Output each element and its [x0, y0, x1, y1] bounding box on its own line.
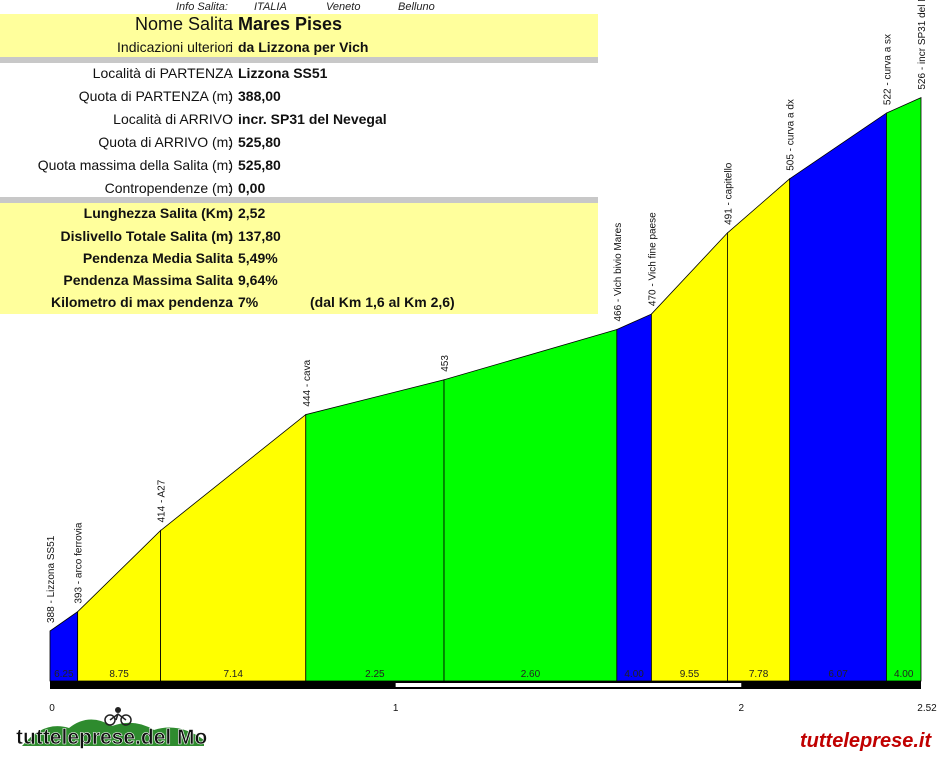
waypoint-label: 466 - Vich bivio Mares [613, 223, 624, 322]
segment-grade-label: 8.75 [109, 669, 129, 680]
waypoint-label: 414 - A27 [157, 479, 168, 522]
profile-segment [789, 112, 887, 682]
avg-grade-value: 5,49% [238, 250, 278, 266]
segment-grade-label: 6.25 [54, 669, 74, 680]
info-label: Info Salita: [176, 1, 228, 13]
waypoint-label: 505 - curva a dx [786, 99, 797, 171]
extra-label: Indicazioni ulteriori [117, 39, 233, 55]
row-start: Località di PARTENZA : Lizzona SS51 [92, 65, 328, 81]
counter-label: Contropendenze (m) [104, 180, 233, 196]
segment-grade-label: 9.55 [680, 669, 700, 680]
profile-segment [616, 313, 652, 682]
segment-grade-label: 4.00 [894, 669, 914, 680]
row-avg-grade: Pendenza Media Salita : 5,49% [0, 248, 598, 270]
row-end: Località di ARRIVO : incr. SP31 del Neve… [113, 111, 387, 127]
profile-segment [305, 379, 445, 682]
end-alt-label: Quota di ARRIVO (m) [98, 134, 233, 150]
row-length: Lunghezza Salita (Km) : 2,52 [0, 203, 598, 226]
waypoint-label: 522 - curva a sx [882, 34, 893, 105]
waypoint-label: 526 - incr SP31 del Nevegal [917, 0, 928, 90]
end-value: incr. SP31 del Nevegal [238, 111, 387, 127]
segment-grade-label: 7.14 [223, 669, 243, 680]
row-start-alt: Quota di PARTENZA (m) : 388,00 [78, 88, 281, 104]
row-name: Nome Salita : Mares Pises [0, 14, 598, 38]
row-max-alt: Quota massima della Salita (m) : 525,80 [37, 157, 281, 173]
max-km-note: (dal Km 1,6 al Km 2,6) [310, 294, 455, 310]
waypoint-label: 393 - arco ferrovia [74, 522, 85, 604]
segment-grade-label: 6.07 [828, 669, 848, 680]
tutteleprese-logo: tutteleprese.it [800, 730, 932, 752]
separator [0, 57, 598, 63]
x-tick-label: 0 [49, 703, 55, 714]
x-tick-label: 1 [393, 703, 399, 714]
row-counter: Contropendenze (m) : 0,00 [104, 180, 266, 196]
start-alt-value: 388,00 [238, 88, 281, 104]
avg-grade-label: Pendenza Media Salita [82, 250, 233, 266]
row-gain: Dislivello Totale Salita (m) : 137,80 [0, 226, 598, 248]
profile-segment [727, 177, 791, 682]
max-grade-value: 9,64% [238, 272, 278, 288]
start-value: Lizzona SS51 [238, 65, 328, 81]
length-label: Lunghezza Salita (Km) [83, 205, 233, 221]
gain-value: 137,80 [238, 228, 281, 244]
waypoint-label: 470 - Vich fine paese [647, 212, 658, 306]
row-max-grade: Pendenza Massima Salita : 9,64% [0, 270, 598, 292]
segment-grade-label: 2.25 [365, 669, 385, 680]
profile-segment [160, 413, 307, 682]
row-end-alt: Quota di ARRIVO (m) : 525,80 [98, 134, 281, 150]
separator [0, 197, 598, 203]
logo-left-text: tutteleprese.del Montello [16, 726, 209, 749]
start-alt-label: Quota di PARTENZA (m) [78, 88, 233, 104]
segment-grade-label: 7.78 [749, 669, 769, 680]
length-value: 2,52 [238, 205, 266, 221]
gain-label: Dislivello Totale Salita (m) [60, 228, 233, 244]
waypoint-label: 491 - capitello [723, 162, 734, 225]
profile-segment [443, 328, 618, 682]
max-alt-value: 525,80 [238, 157, 281, 173]
waypoint-label: 388 - Lizzona SS51 [46, 535, 57, 623]
x-tick-label: 2.52 [917, 703, 937, 714]
tutteleprese-montello-logo: tutteleprese.del Montello [16, 707, 209, 749]
info-province: Belluno [398, 1, 435, 13]
x-tick-label: 2 [738, 703, 744, 714]
name-value: Mares Pises [238, 14, 343, 34]
segment-grade-label: 4.00 [624, 669, 644, 680]
row-extra: Indicazioni ulteriori : da Lizzona per V… [0, 38, 598, 57]
end-label: Località di ARRIVO [113, 111, 233, 127]
name-label: Nome Salita [134, 14, 233, 34]
km-scale-white-section [395, 683, 742, 687]
waypoint-label: 444 - cava [302, 359, 313, 406]
max-km-label: Kilometro di max pendenza [50, 294, 233, 310]
start-label: Località di PARTENZA [92, 65, 233, 81]
counter-value: 0,00 [238, 180, 266, 196]
profile-segment [886, 97, 922, 682]
info-country: ITALIA [254, 1, 287, 13]
waypoint-label: 453 [440, 355, 451, 372]
max-alt-label: Quota massima della Salita (m) [37, 157, 233, 173]
profile-segment [651, 231, 728, 682]
extra-value: da Lizzona per Vich [238, 39, 369, 55]
info-region: Veneto [326, 1, 361, 13]
max-grade-label: Pendenza Massima Salita [63, 272, 233, 288]
segment-grade-label: 2.60 [521, 669, 541, 680]
end-alt-value: 525,80 [238, 134, 281, 150]
row-max-km: Kilometro di max pendenza : 7% (dal Km 1… [0, 292, 598, 314]
max-km-value: 7% [238, 294, 259, 310]
profile-segment [77, 529, 162, 682]
